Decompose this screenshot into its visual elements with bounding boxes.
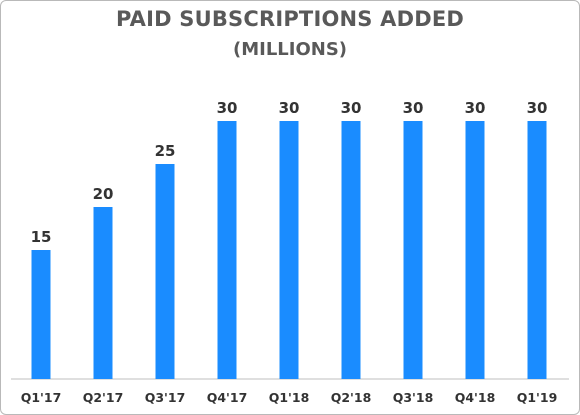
bar <box>155 164 175 379</box>
bar-value-label: 25 <box>155 142 176 160</box>
bar-value-label: 30 <box>279 99 300 117</box>
bar <box>279 121 299 379</box>
chart-title: PAID SUBSCRIPTIONS ADDED <box>115 7 465 31</box>
chart-subtitle: (MILLIONS) <box>232 39 348 60</box>
bar-value-label: 20 <box>93 185 114 203</box>
bar-value-label: 30 <box>341 99 362 117</box>
bar <box>93 207 113 379</box>
x-tick-label: Q3'18 <box>393 390 434 405</box>
bar <box>31 250 51 379</box>
bar <box>403 121 423 379</box>
bar <box>527 121 547 379</box>
x-tick-label: Q1'19 <box>517 390 558 405</box>
x-tick-label: Q4'18 <box>455 390 496 405</box>
bar <box>217 121 237 379</box>
bar-value-label: 30 <box>403 99 424 117</box>
x-tick-label: Q1'17 <box>21 390 62 405</box>
x-tick-label: Q4'17 <box>207 390 248 405</box>
bar-value-label: 30 <box>465 99 486 117</box>
x-tick-label: Q1'18 <box>269 390 310 405</box>
x-tick-label: Q3'17 <box>145 390 186 405</box>
x-tick-label: Q2'18 <box>331 390 372 405</box>
bar <box>465 121 485 379</box>
bar <box>341 121 361 379</box>
bar-value-label: 15 <box>31 228 52 246</box>
x-tick-label: Q2'17 <box>83 390 124 405</box>
bar-value-label: 30 <box>217 99 238 117</box>
bar-value-label: 30 <box>527 99 548 117</box>
